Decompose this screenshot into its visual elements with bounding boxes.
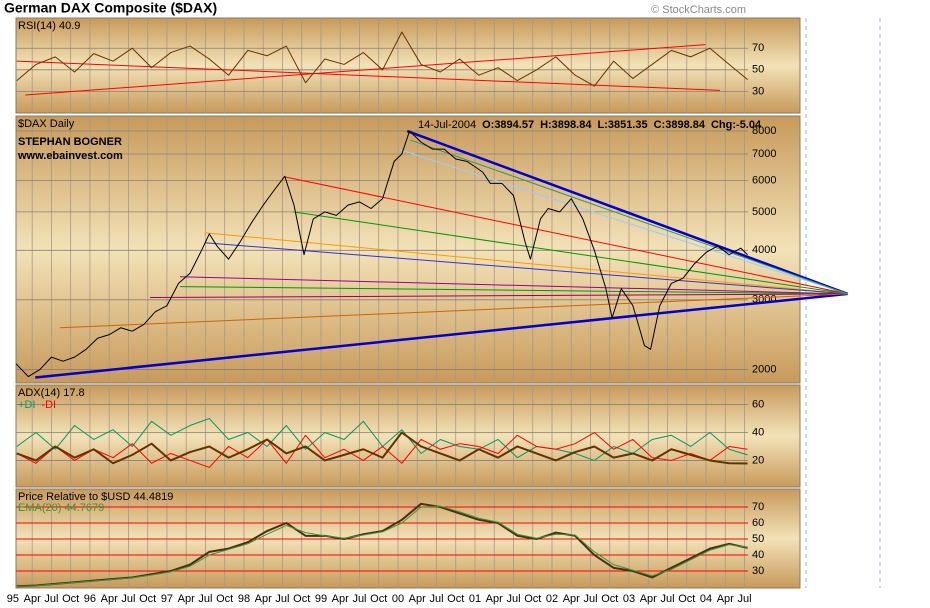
x-tick-label: Oct [601, 593, 618, 605]
x-tick-label: Apr [24, 593, 41, 605]
panel-title: RSI(14) 40.9 [18, 20, 80, 32]
legend-entry: Price Relative to $USD 44.4819 [18, 491, 173, 503]
trend-line [180, 276, 848, 295]
x-tick-label: Jul [738, 593, 752, 605]
quote-item: 14-Jul-2004 [418, 119, 476, 131]
trend-line [180, 286, 848, 295]
x-tick-label: Apr [486, 593, 503, 605]
x-tick-label: 04 [700, 593, 712, 605]
x-tick-label: 01 [469, 593, 481, 605]
panel-background [15, 488, 801, 589]
y-tick-label: 60 [752, 398, 764, 410]
x-tick-label: 95 [7, 593, 19, 605]
panel-background [15, 17, 801, 114]
x-tick-label: Jul [583, 593, 597, 605]
y-tick-label: 70 [752, 42, 764, 54]
trend-line [149, 293, 848, 299]
quote-item: H:3898.84 [540, 119, 592, 131]
legend-entry: +DI [18, 399, 35, 411]
x-tick-label: Oct [139, 593, 156, 605]
y-tick-label: 5000 [752, 206, 776, 218]
x-tick-label: Oct [524, 593, 541, 605]
panel-title: ADX(14) 17.8 [18, 387, 85, 399]
x-tick-label: Apr [332, 593, 349, 605]
trend-line [284, 176, 848, 295]
x-tick-label: 96 [84, 593, 96, 605]
x-tick-label: Jul [121, 593, 135, 605]
x-tick-label: 99 [315, 593, 327, 605]
trend-line [400, 149, 848, 295]
panel-background [15, 115, 801, 384]
x-tick-label: Jul [660, 593, 674, 605]
y-tick-label: 4000 [752, 244, 776, 256]
y-tick-label: 6000 [752, 174, 776, 186]
y-tick-label: 70 [752, 501, 764, 513]
quote-item: L:3851.35 [597, 119, 647, 131]
y-tick-label: 2000 [752, 363, 776, 375]
x-tick-label: Apr [409, 593, 426, 605]
trend-line [204, 232, 848, 295]
y-tick-label: 40 [752, 426, 764, 438]
x-tick-label: 00 [392, 593, 404, 605]
x-tick-label: Apr [178, 593, 195, 605]
y-tick-label: 8000 [752, 125, 776, 137]
x-tick-label: Jul [352, 593, 366, 605]
y-tick-label: 40 [752, 549, 764, 561]
x-tick-label: Jul [506, 593, 520, 605]
legend-entry: -DI [41, 399, 56, 411]
y-tick-label: 60 [752, 517, 764, 529]
x-tick-label: Apr [255, 593, 272, 605]
series-line [15, 130, 748, 378]
series-line [16, 31, 748, 87]
x-tick-label: 98 [238, 593, 250, 605]
trend-line [410, 139, 848, 295]
x-tick-label: Jul [429, 593, 443, 605]
trend-line [204, 242, 848, 295]
panel-title: $DAX Daily [18, 118, 75, 130]
legend-entry: EMA(20) 44.7679 [18, 502, 104, 514]
y-tick-label: 7000 [752, 148, 776, 160]
x-tick-label: Oct [678, 593, 695, 605]
y-tick-label: 30 [752, 85, 764, 97]
trend-line [35, 292, 848, 379]
credit: © StockCharts.com [651, 4, 746, 16]
trend-line [59, 293, 848, 329]
y-tick-label: 30 [752, 565, 764, 577]
x-tick-label: Oct [447, 593, 464, 605]
trend-line [293, 211, 848, 295]
x-tick-label: Oct [370, 593, 387, 605]
annotation: www.ebainvest.com [17, 150, 123, 162]
x-tick-label: 97 [161, 593, 173, 605]
x-tick-label: Jul [44, 593, 58, 605]
page-title: German DAX Composite ($DAX) [4, 0, 217, 16]
x-tick-label: Jul [198, 593, 212, 605]
trend-line [16, 60, 720, 91]
x-tick-label: Apr [563, 593, 580, 605]
x-tick-label: Apr [101, 593, 118, 605]
y-tick-label: 50 [752, 64, 764, 76]
y-tick-label: 20 [752, 454, 764, 466]
y-tick-label: 50 [752, 533, 764, 545]
x-tick-label: Oct [293, 593, 310, 605]
quote-item: C:3898.84 [654, 119, 706, 131]
x-tick-label: Apr [640, 593, 657, 605]
x-tick-label: Apr [717, 593, 734, 605]
annotation: STEPHAN BOGNER [18, 136, 122, 148]
quote-item: Chg:-5.04 [711, 119, 762, 131]
trend-line [406, 129, 849, 296]
x-tick-label: Oct [62, 593, 79, 605]
series-line [16, 431, 748, 465]
x-tick-label: Jul [275, 593, 289, 605]
series-line [16, 505, 748, 588]
x-tick-label: 02 [546, 593, 558, 605]
x-tick-label: 03 [623, 593, 635, 605]
x-tick-label: Oct [216, 593, 233, 605]
trend-line [25, 44, 706, 96]
quote-item: O:3894.57 [482, 119, 534, 131]
